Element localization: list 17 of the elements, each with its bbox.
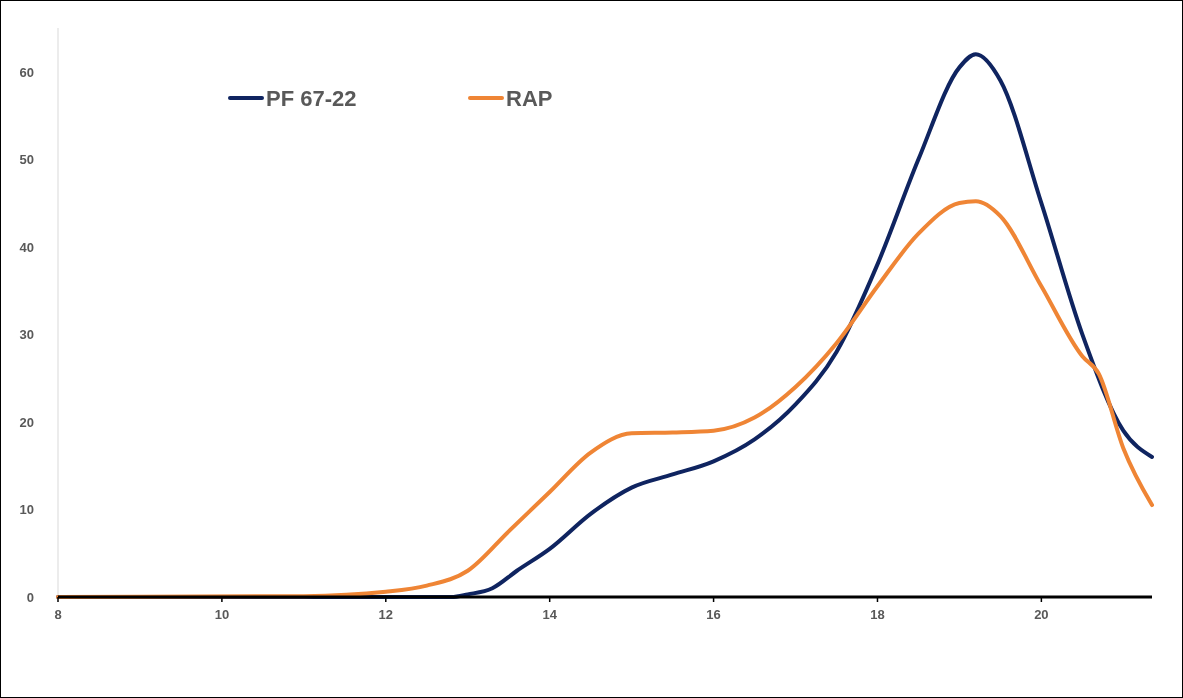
x-tick-label: 16 <box>706 607 721 622</box>
line-series <box>56 199 1154 599</box>
x-tick-label: 10 <box>214 607 230 622</box>
legend-label: PF 67-22 <box>266 86 357 111</box>
y-tick-label: 20 <box>19 414 34 430</box>
y-tick-label: 40 <box>19 239 34 255</box>
y-tick-label: 10 <box>19 502 34 518</box>
x-tick-label: 12 <box>378 607 394 622</box>
x-tick-label: 20 <box>1034 607 1049 622</box>
y-tick-label: 0 <box>26 590 34 605</box>
y-tick-label: 50 <box>19 152 34 168</box>
x-tick-label: 8 <box>54 607 62 622</box>
y-tick-label: 60 <box>19 64 34 80</box>
legend-label: RAP <box>506 86 553 111</box>
y-tick-label: 30 <box>19 327 34 343</box>
x-tick-label: 14 <box>542 607 558 622</box>
x-tick-label: 18 <box>870 607 885 622</box>
